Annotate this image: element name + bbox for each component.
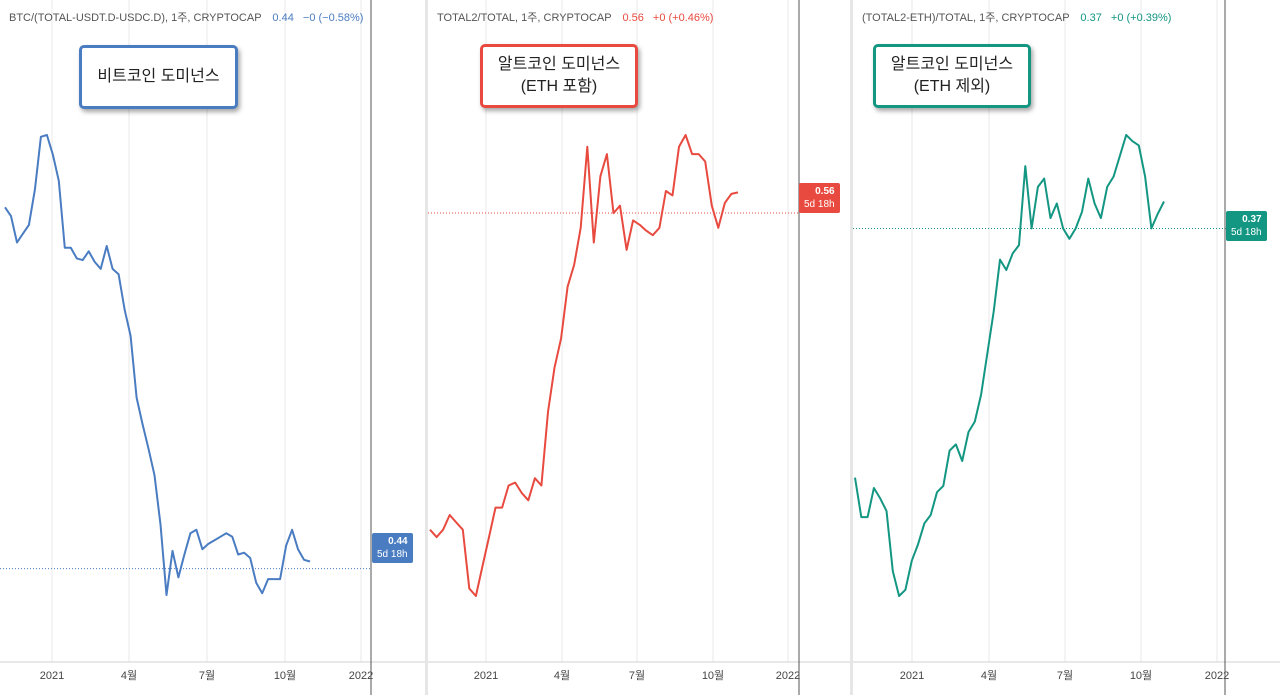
price-tag-alt-ex-eth: 0.37 5d 18h: [1226, 211, 1267, 241]
chart-panel-alt-ex-eth[interactable]: 2021 4월 7월 10월 2022 (TOTAL2-ETH)/TOTAL, 1주, …: [853, 0, 1280, 695]
title-line: (ETH 제외): [913, 78, 991, 95]
last-value: 0.44: [272, 12, 294, 24]
x-tick-label: 2021: [40, 670, 64, 682]
change-value: −0 (−0.58%): [302, 12, 364, 24]
series-line: [854, 134, 1165, 597]
chart-canvas-alt[interactable]: 2021 4월 7월 10월 2022: [428, 0, 850, 695]
x-tick-label: 10월: [1130, 669, 1152, 682]
chart-header-btc: BTC/(TOTAL-USDT.D-USDC.D), 1주, CRYPTOCAP…: [9, 9, 363, 25]
chart-panel-alt[interactable]: 2021 4월 7월 10월 2022 TOTAL2/TOTAL, 1주, CRYPTO…: [428, 0, 850, 695]
series-line: [4, 134, 311, 596]
x-tick-label: 7월: [629, 669, 645, 682]
title-line: (ETH 포함): [520, 78, 598, 95]
symbol-label: (TOTAL2-ETH)/TOTAL, 1주, CRYPTOCAP: [862, 12, 1070, 24]
chart-canvas-alt-ex-eth[interactable]: 2021 4월 7월 10월 2022: [853, 0, 1280, 695]
symbol-label: TOTAL2/TOTAL, 1주, CRYPTOCAP: [437, 12, 612, 24]
price-tag-value: 0.56: [815, 186, 835, 197]
x-tick-label: 2021: [900, 670, 924, 682]
title-line: 비트코인 도미넌스: [97, 68, 220, 85]
title-box-alt: 알트코인 도미넌스 (ETH 포함): [480, 44, 638, 108]
chart-canvas-btc[interactable]: 2021 4월 7월 10월 2022: [0, 0, 425, 695]
chart-header-alt-ex-eth: (TOTAL2-ETH)/TOTAL, 1주, CRYPTOCAP 0.37 +…: [862, 9, 1171, 25]
x-tick-label: 2022: [349, 670, 373, 682]
title-box-alt-ex-eth: 알트코인 도미넌스 (ETH 제외): [873, 44, 1031, 108]
change-value: +0 (+0.39%): [1110, 12, 1172, 24]
x-tick-label: 2021: [474, 670, 498, 682]
change-value: +0 (+0.46%): [652, 12, 714, 24]
title-box-btc: 비트코인 도미넌스: [79, 45, 238, 109]
x-tick-label: 7월: [199, 669, 215, 682]
price-tag-value: 0.44: [388, 536, 408, 547]
x-tick-label: 7월: [1057, 669, 1073, 682]
price-tag-countdown: 5d 18h: [804, 199, 835, 210]
symbol-label: BTC/(TOTAL-USDT.D-USDC.D), 1주, CRYPTOCAP: [9, 12, 262, 24]
x-tick-label: 4월: [981, 669, 997, 682]
series-line: [429, 134, 739, 597]
x-tick-label: 10월: [274, 669, 296, 682]
price-tag-value: 0.37: [1242, 214, 1262, 225]
title-line: 알트코인 도미넌스: [890, 56, 1014, 73]
chart-header-alt: TOTAL2/TOTAL, 1주, CRYPTOCAP 0.56 +0 (+0.…: [437, 9, 713, 25]
price-tag-countdown: 5d 18h: [377, 549, 408, 560]
x-tick-label: 2022: [1205, 670, 1229, 682]
price-tag-countdown: 5d 18h: [1231, 227, 1262, 238]
x-tick-label: 10월: [702, 669, 724, 682]
x-tick-label: 4월: [554, 669, 570, 682]
x-tick-label: 4월: [121, 669, 137, 682]
x-tick-label: 2022: [776, 670, 800, 682]
chart-panel-btc[interactable]: 2021 4월 7월 10월 2022 BTC/(TOTAL-USDT.D-USDC.D…: [0, 0, 425, 695]
price-tag-btc: 0.44 5d 18h: [372, 533, 413, 563]
last-value: 0.37: [1080, 12, 1102, 24]
price-tag-alt: 0.56 5d 18h: [799, 183, 840, 213]
title-line: 알트코인 도미넌스: [497, 56, 621, 73]
last-value: 0.56: [622, 12, 644, 24]
